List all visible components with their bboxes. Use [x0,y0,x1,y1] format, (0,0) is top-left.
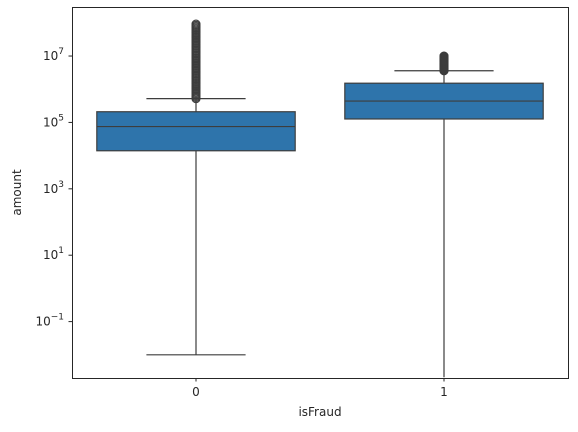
x-tick-label: 1 [440,385,448,399]
outlier-point [191,19,201,29]
y-tick-label: 101 [43,246,64,262]
box-iqr [96,111,296,152]
y-tick-label: 10−1 [35,313,64,329]
box-group-1 [344,51,544,378]
axis-layer: 10−1 101 103 105 107 0 1 [35,47,447,399]
y-tick-label: 107 [43,47,64,63]
box-group-0 [96,19,296,356]
outlier-point [439,51,449,61]
plot-layer [96,19,544,378]
plot-frame [72,7,569,379]
y-tick-label: 103 [43,180,64,196]
y-tick-label: 105 [43,113,64,129]
x-axis-label: isFraud [298,405,341,419]
y-axis-label: amount [10,169,24,216]
x-tick-label: 0 [192,385,200,399]
